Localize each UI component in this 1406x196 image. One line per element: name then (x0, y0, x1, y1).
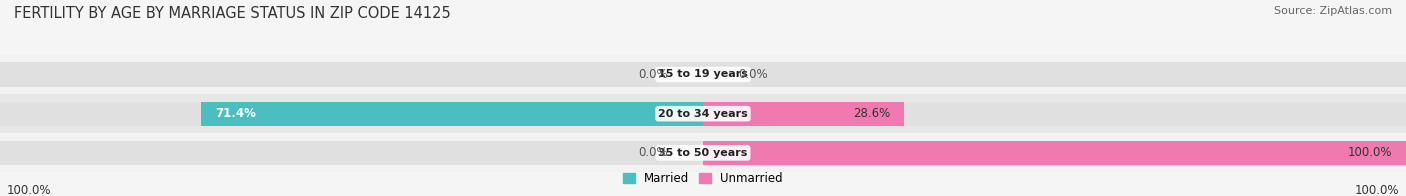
Text: 0.0%: 0.0% (638, 146, 668, 159)
Legend: Married, Unmarried: Married, Unmarried (619, 168, 787, 190)
Text: 28.6%: 28.6% (853, 107, 890, 120)
Bar (703, 102, 904, 126)
Bar (0, 141, 1406, 165)
Text: Source: ZipAtlas.com: Source: ZipAtlas.com (1274, 6, 1392, 16)
Text: 100.0%: 100.0% (1354, 184, 1399, 196)
Text: 15 to 19 years: 15 to 19 years (658, 69, 748, 80)
Text: 100.0%: 100.0% (1347, 146, 1392, 159)
Text: 20 to 34 years: 20 to 34 years (658, 109, 748, 119)
Text: 100.0%: 100.0% (7, 184, 52, 196)
Bar (0, 62, 1406, 87)
Bar (0, 55, 1406, 94)
Bar (703, 141, 1406, 165)
Text: 0.0%: 0.0% (638, 68, 668, 81)
Bar (0, 94, 1406, 133)
Bar (201, 102, 703, 126)
Text: FERTILITY BY AGE BY MARRIAGE STATUS IN ZIP CODE 14125: FERTILITY BY AGE BY MARRIAGE STATUS IN Z… (14, 6, 451, 21)
Text: 71.4%: 71.4% (215, 107, 256, 120)
Text: 0.0%: 0.0% (738, 68, 768, 81)
Bar (0, 133, 1406, 172)
Bar (0, 102, 1406, 126)
Text: 35 to 50 years: 35 to 50 years (658, 148, 748, 158)
